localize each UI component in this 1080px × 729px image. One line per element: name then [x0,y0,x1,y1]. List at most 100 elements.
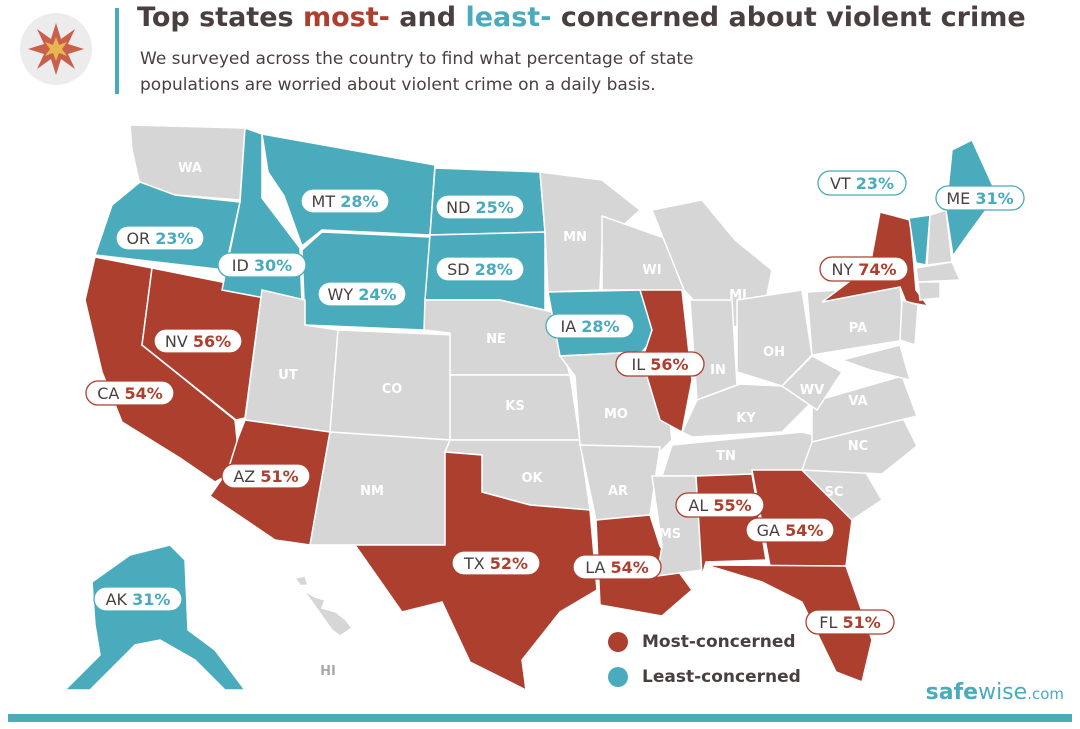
state-label-ak: AK 31% [93,586,183,612]
svg-text:OK: OK [521,471,543,486]
svg-text:ND 25%: ND 25% [446,198,514,217]
svg-text:NC: NC [848,439,868,454]
label-pill [221,463,311,489]
state-label-hi: HI [320,664,336,679]
svg-text:FL 51%: FL 51% [819,613,881,632]
svg-text:LA 54%: LA 54% [585,558,649,577]
state-md [839,344,912,382]
state-label-pa: PA [849,321,867,336]
state-ct [917,281,941,301]
svg-text:UT: UT [278,368,298,383]
label-pill [675,492,765,518]
state-ar [579,444,661,521]
label-pill [435,256,525,282]
svg-text:HI: HI [320,664,336,679]
bottom-bar [8,714,1072,722]
svg-text:AR: AR [608,484,628,499]
svg-text:AK 31%: AK 31% [106,590,171,609]
svg-text:KS: KS [505,399,524,414]
label-pill [93,586,183,612]
svg-text:WA: WA [178,161,202,176]
state-label-mt: MT 28% [300,188,390,214]
svg-text:TN: TN [716,449,736,464]
label-pill [572,554,662,580]
state-label-in: IN [710,363,726,378]
svg-text:WY 24%: WY 24% [328,285,397,304]
state-label-co: CO [382,382,403,397]
legend-most: Most-concerned [608,632,796,652]
state-label-ar: AR [608,484,628,499]
label-pill [745,517,835,543]
state-label-or: OR 23% [115,225,205,251]
svg-text:VA: VA [848,394,867,409]
svg-text:PA: PA [849,321,867,336]
svg-text:CO: CO [382,382,403,397]
svg-text:ME 31%: ME 31% [946,189,1013,208]
label-pill [300,188,390,214]
state-label-nv: NV 56% [153,328,243,354]
svg-text:MO: MO [604,407,628,422]
state-label-il: IL 56% [615,351,705,377]
state-label-nc: NC [848,439,868,454]
state-label-mo: MO [604,407,628,422]
svg-text:MT 28%: MT 28% [312,192,379,211]
svg-text:NV 56%: NV 56% [165,332,231,351]
explosion-icon [20,13,92,85]
label-pill [935,185,1025,211]
svg-text:OH: OH [763,345,785,360]
svg-text:KY: KY [736,411,756,426]
state-wv [780,355,844,412]
state-label-fl: FL 51% [805,609,895,635]
state-va [811,375,918,443]
svg-text:CA 54%: CA 54% [97,384,163,403]
label-pill [819,256,909,282]
state-label-ms: MS [659,527,681,542]
label-pill [317,281,407,307]
svg-text:NM: NM [360,484,384,499]
state-nj [899,298,919,347]
title-accent-bar [115,8,119,94]
state-label-tx: TX 52% [451,550,541,576]
state-hi [293,575,354,637]
label-pill [451,550,541,576]
label-pill [115,225,205,251]
state-fl [705,564,873,684]
svg-text:IN: IN [710,363,726,378]
state-label-ca: CA 54% [85,380,175,406]
page-title: Top states most- and least- concerned ab… [137,2,1026,33]
state-label-tn: TN [716,449,736,464]
legend-least-swatch [608,667,628,687]
state-label-wv: WV [800,383,824,398]
state-label-nm: NM [360,484,384,499]
svg-text:WV: WV [800,383,824,398]
state-in [689,299,738,402]
label-pill [615,351,705,377]
svg-text:VT 23%: VT 23% [830,174,894,193]
svg-text:MI: MI [729,288,747,303]
state-label-az: AZ 51% [221,463,311,489]
state-label-ne: NE [486,332,506,347]
svg-text:WI: WI [642,263,661,278]
state-label-ia: IA 28% [545,313,635,339]
svg-text:AZ 51%: AZ 51% [233,467,298,486]
state-label-sc: SC [825,485,844,500]
label-pill [153,328,243,354]
subtitle: We surveyed across the country to find w… [140,49,694,95]
state-mn [539,171,642,293]
state-label-ga: GA 54% [745,517,835,543]
svg-text:ID 30%: ID 30% [232,256,292,275]
state-label-va: VA [848,394,867,409]
label-pill [217,252,307,278]
label-pill [545,313,635,339]
state-label-al: AL 55% [675,492,765,518]
svg-text:NY 74%: NY 74% [831,260,896,279]
state-label-id: ID 30% [217,252,307,278]
legend-least: Least-concerned [608,667,801,687]
state-label-wy: WY 24% [317,281,407,307]
svg-text:SD 28%: SD 28% [447,260,513,279]
label-pill [817,170,907,196]
legend-most-swatch [608,632,628,652]
svg-text:OR 23%: OR 23% [126,229,193,248]
